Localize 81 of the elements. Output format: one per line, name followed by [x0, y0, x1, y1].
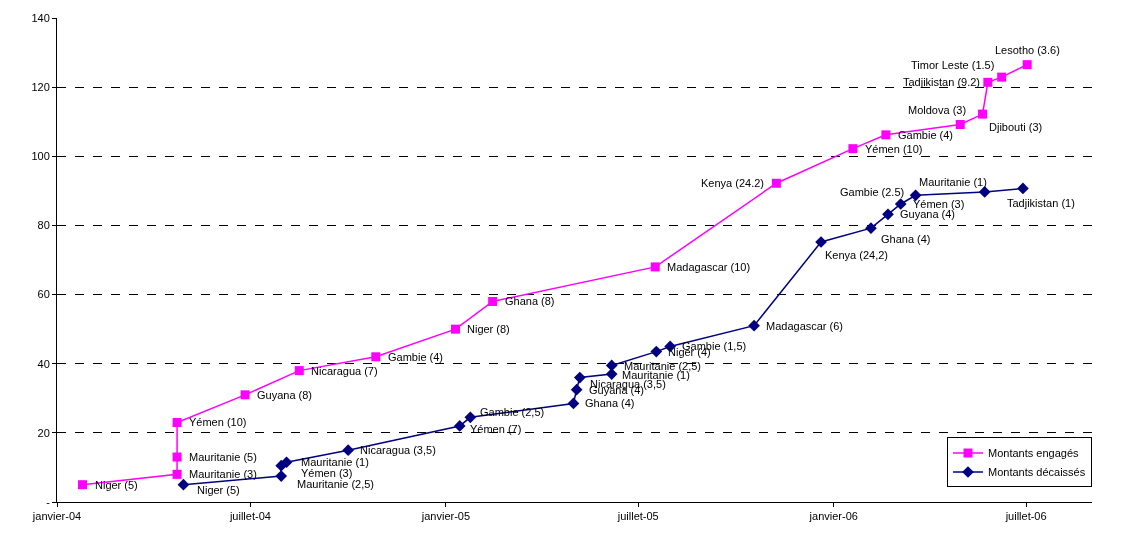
point: [1017, 182, 1029, 195]
point: [371, 352, 381, 362]
point: [978, 109, 988, 119]
x-tick-label: juillet-06: [1004, 510, 1047, 523]
annotation: Ghana (8): [505, 295, 555, 307]
point: [172, 469, 182, 479]
y-tick-label: 100: [31, 150, 50, 163]
point: [450, 324, 460, 334]
annotation: Madagascar (6): [766, 320, 844, 332]
x-tick-label: juillet-05: [616, 510, 659, 523]
point: [983, 77, 993, 87]
point: [453, 420, 466, 432]
point: [650, 345, 663, 358]
point: [605, 368, 618, 380]
x-tick-label: janvier-06: [808, 510, 858, 523]
y-tick-label: 140: [31, 11, 50, 24]
annotation: Lesotho (3.6): [995, 44, 1060, 56]
annotation: Kenya (24,2): [825, 249, 888, 261]
x-tick-label: juillet-04: [228, 510, 271, 523]
legend-label: Montants engagés: [988, 447, 1080, 460]
annotation: Yémen (10): [189, 416, 247, 428]
annotation: Mauritanie (3): [189, 468, 257, 480]
point: [882, 208, 894, 221]
point: [650, 262, 660, 272]
annotation: Yémen (3): [301, 467, 353, 479]
annotation: Kenya (24.2): [701, 177, 764, 189]
annotation: Madagascar (10): [667, 261, 751, 273]
annotation: Gambie (4): [388, 351, 444, 363]
point: [294, 366, 304, 376]
annotation: Guyana (8): [257, 389, 313, 401]
annotation: Niger (8): [467, 323, 510, 335]
annotation: Gambie (2.5): [840, 186, 905, 198]
annotation: Mauritanie (2,5): [624, 360, 702, 372]
y-tick-label: 20: [37, 426, 50, 439]
point: [488, 296, 498, 306]
point: [771, 178, 781, 188]
y-tick-label: 120: [31, 80, 50, 93]
annotation: Yémen (3): [913, 198, 965, 210]
annotation: Mauritanie (5): [189, 451, 257, 463]
point: [172, 452, 182, 462]
annotation: Ghana (4): [585, 397, 635, 409]
point: [1022, 60, 1032, 70]
point: [240, 390, 250, 400]
point: [570, 383, 583, 396]
annotation: Timor Leste (1.5): [911, 59, 995, 71]
annotation: Niger (5): [95, 479, 138, 491]
annotation: Tadjikistan (9.2): [903, 76, 981, 88]
point: [172, 417, 182, 427]
annotation: Ghana (4): [881, 233, 931, 245]
annotation: Gambie (4): [898, 129, 954, 141]
point: [342, 444, 355, 456]
point: [748, 319, 760, 332]
x-tick-label: janvier-04: [31, 510, 82, 523]
annotation: Mauritanie (1): [301, 456, 369, 468]
y-tick-label: 40: [37, 357, 50, 370]
legend-label: Montants décaissés: [988, 466, 1086, 479]
point: [567, 397, 580, 410]
point: [177, 478, 190, 491]
annotation: Tadjikistan (1): [1007, 197, 1075, 209]
point: [955, 119, 965, 129]
point: [894, 198, 907, 210]
y-tick-label: -: [46, 495, 51, 508]
annotation: Moldova (3): [908, 104, 967, 116]
y-tick-label: 60: [37, 288, 50, 301]
point: [78, 480, 87, 490]
annotation: Mauritanie (1): [919, 176, 987, 188]
y-tick-label: 80: [37, 219, 50, 232]
point: [865, 222, 877, 235]
annotation: Niger (5): [197, 484, 240, 496]
point: [573, 371, 586, 384]
annotation: Nicaragua (7): [311, 365, 378, 377]
point: [881, 130, 891, 140]
point: [848, 144, 858, 154]
point: [464, 411, 477, 424]
point: [275, 470, 288, 482]
annotation: Djibouti (3): [989, 121, 1043, 133]
point: [997, 72, 1007, 82]
annotation: Nicaragua (3,5): [360, 444, 436, 456]
annotation: Mauritanie (2,5): [297, 478, 375, 490]
annotation: Yémen (10): [865, 143, 923, 155]
x-tick-label: janvier-05: [420, 510, 471, 523]
